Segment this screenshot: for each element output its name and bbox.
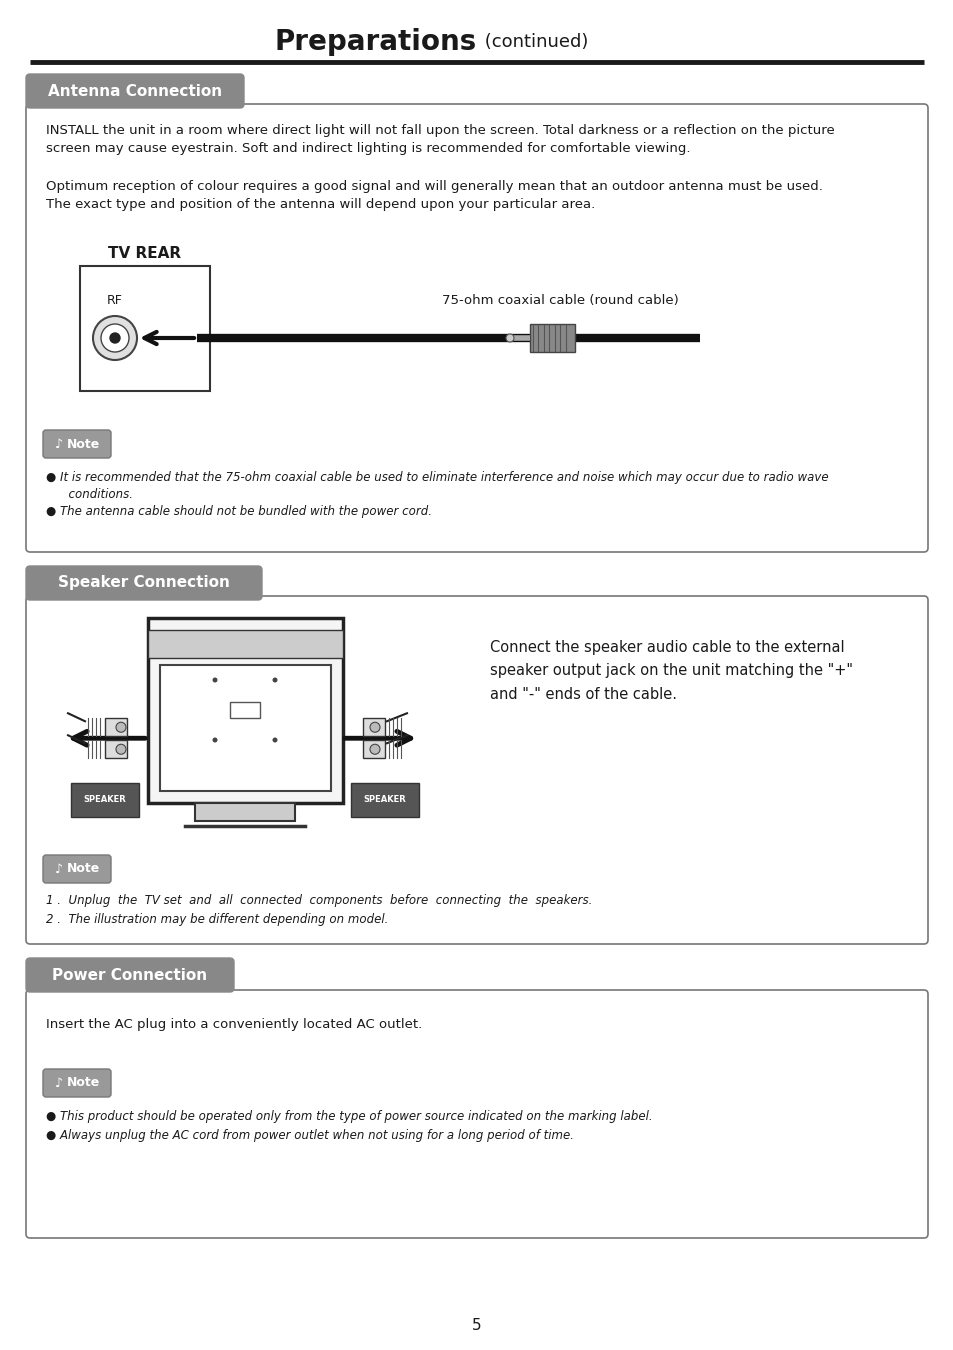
Text: (continued): (continued) (478, 32, 588, 51)
FancyBboxPatch shape (43, 431, 111, 458)
Bar (80, 266, 210, 391)
Bar (194, 803, 294, 821)
Text: Note: Note (68, 863, 100, 876)
Bar (148, 630, 343, 657)
Text: 75-ohm coaxial cable (round cable): 75-ohm coaxial cable (round cable) (441, 294, 678, 306)
Bar (230, 702, 260, 718)
FancyBboxPatch shape (26, 990, 927, 1238)
Circle shape (273, 678, 277, 683)
Text: ● The antenna cable should not be bundled with the power cord.: ● The antenna cable should not be bundle… (46, 505, 432, 518)
Circle shape (370, 744, 379, 755)
Text: SPEAKER: SPEAKER (363, 795, 406, 805)
Circle shape (116, 722, 126, 732)
Bar (363, 740, 385, 759)
Circle shape (213, 737, 217, 742)
Text: ♪: ♪ (55, 437, 63, 451)
Text: Preparations: Preparations (274, 28, 476, 55)
FancyBboxPatch shape (43, 1069, 111, 1098)
Text: Insert the AC plug into a conveniently located AC outlet.: Insert the AC plug into a conveniently l… (46, 1018, 422, 1031)
Text: RF: RF (107, 294, 123, 306)
Text: ♪: ♪ (55, 863, 63, 876)
Bar (105, 718, 127, 736)
Text: Note: Note (68, 437, 100, 451)
Text: TV REAR: TV REAR (109, 246, 181, 261)
Text: Optimum reception of colour requires a good signal and will generally mean that : Optimum reception of colour requires a g… (46, 180, 822, 211)
Circle shape (505, 333, 514, 342)
FancyBboxPatch shape (43, 855, 111, 883)
Circle shape (273, 737, 277, 742)
Circle shape (116, 744, 126, 755)
Text: 2 .  The illustration may be different depending on model.: 2 . The illustration may be different de… (46, 913, 388, 926)
Text: SPEAKER: SPEAKER (84, 795, 126, 805)
Text: ● This product should be operated only from the type of power source indicated o: ● This product should be operated only f… (46, 1110, 652, 1123)
Text: 1 .  Unplug  the  TV set  and  all  connected  components  before  connecting  t: 1 . Unplug the TV set and all connected … (46, 894, 592, 907)
Bar (105, 740, 127, 759)
FancyBboxPatch shape (26, 104, 927, 552)
Circle shape (92, 316, 137, 360)
Circle shape (370, 722, 379, 732)
Text: 5: 5 (472, 1318, 481, 1332)
Bar (363, 718, 385, 736)
Text: ● Always unplug the AC cord from power outlet when not using for a long period o: ● Always unplug the AC cord from power o… (46, 1129, 574, 1142)
Text: conditions.: conditions. (46, 487, 132, 501)
FancyBboxPatch shape (26, 566, 262, 599)
Text: ♪: ♪ (55, 1076, 63, 1089)
FancyBboxPatch shape (26, 595, 927, 944)
Text: Speaker Connection: Speaker Connection (58, 575, 230, 590)
Bar (530, 324, 575, 352)
Text: Antenna Connection: Antenna Connection (48, 84, 222, 99)
Circle shape (101, 324, 129, 352)
Text: Power Connection: Power Connection (52, 968, 208, 983)
Text: Connect the speaker audio cable to the external
speaker output jack on the unit : Connect the speaker audio cable to the e… (490, 640, 852, 702)
Text: ● It is recommended that the 75-ohm coaxial cable be used to eliminate interfere: ● It is recommended that the 75-ohm coax… (46, 471, 828, 485)
Bar (148, 618, 343, 803)
Text: INSTALL the unit in a room where direct light will not fall upon the screen. Tot: INSTALL the unit in a room where direct … (46, 124, 834, 155)
Bar (160, 666, 331, 791)
Circle shape (213, 678, 217, 683)
Circle shape (110, 333, 120, 343)
Text: Note: Note (68, 1076, 100, 1089)
FancyBboxPatch shape (26, 958, 233, 992)
FancyBboxPatch shape (26, 74, 244, 108)
